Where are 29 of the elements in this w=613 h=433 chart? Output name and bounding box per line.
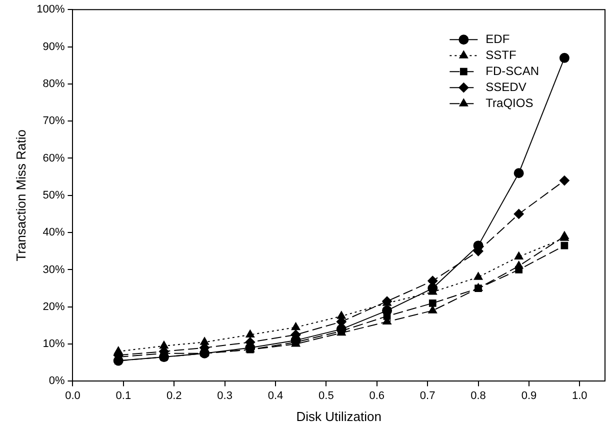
y-tick-label: 60%	[42, 152, 65, 164]
x-tick-label: 0.5	[318, 390, 334, 402]
y-tick-label: 30%	[42, 264, 65, 276]
y-tick-label: 0%	[48, 375, 65, 388]
y-tick-label: 100%	[36, 4, 65, 16]
x-tick-label: 0.2	[166, 390, 182, 402]
legend-label: TraQIOS	[486, 96, 534, 110]
x-tick-label: 0.8	[470, 390, 486, 402]
x-tick-label: 0.4	[268, 390, 284, 402]
legend-label: SSEDV	[486, 80, 526, 94]
x-tick-label: 0.9	[521, 390, 537, 402]
y-axis-title: Transaction Miss Ratio	[13, 130, 28, 262]
legend-label: SSTF	[486, 48, 516, 62]
x-tick-label: 0.6	[369, 390, 385, 402]
y-tick-label: 20%	[42, 300, 65, 313]
y-tick-label: 50%	[42, 189, 65, 202]
y-tick-label: 10%	[42, 338, 65, 350]
x-tick-label: 0.3	[217, 390, 232, 402]
y-tick-label: 70%	[42, 115, 65, 128]
x-tick-label: 0.7	[420, 390, 436, 402]
x-axis-title: Disk Utilization	[296, 408, 382, 424]
y-tick-label: 90%	[42, 40, 65, 53]
y-tick-label: 80%	[42, 78, 65, 90]
y-tick-label: 40%	[42, 226, 65, 239]
x-tick-label: 1.0	[572, 390, 588, 402]
x-tick-label: 0.0	[65, 390, 80, 402]
legend-label: FD-SCAN	[486, 64, 540, 78]
legend-label: EDF	[486, 32, 510, 46]
x-tick-label: 0.1	[116, 390, 132, 402]
